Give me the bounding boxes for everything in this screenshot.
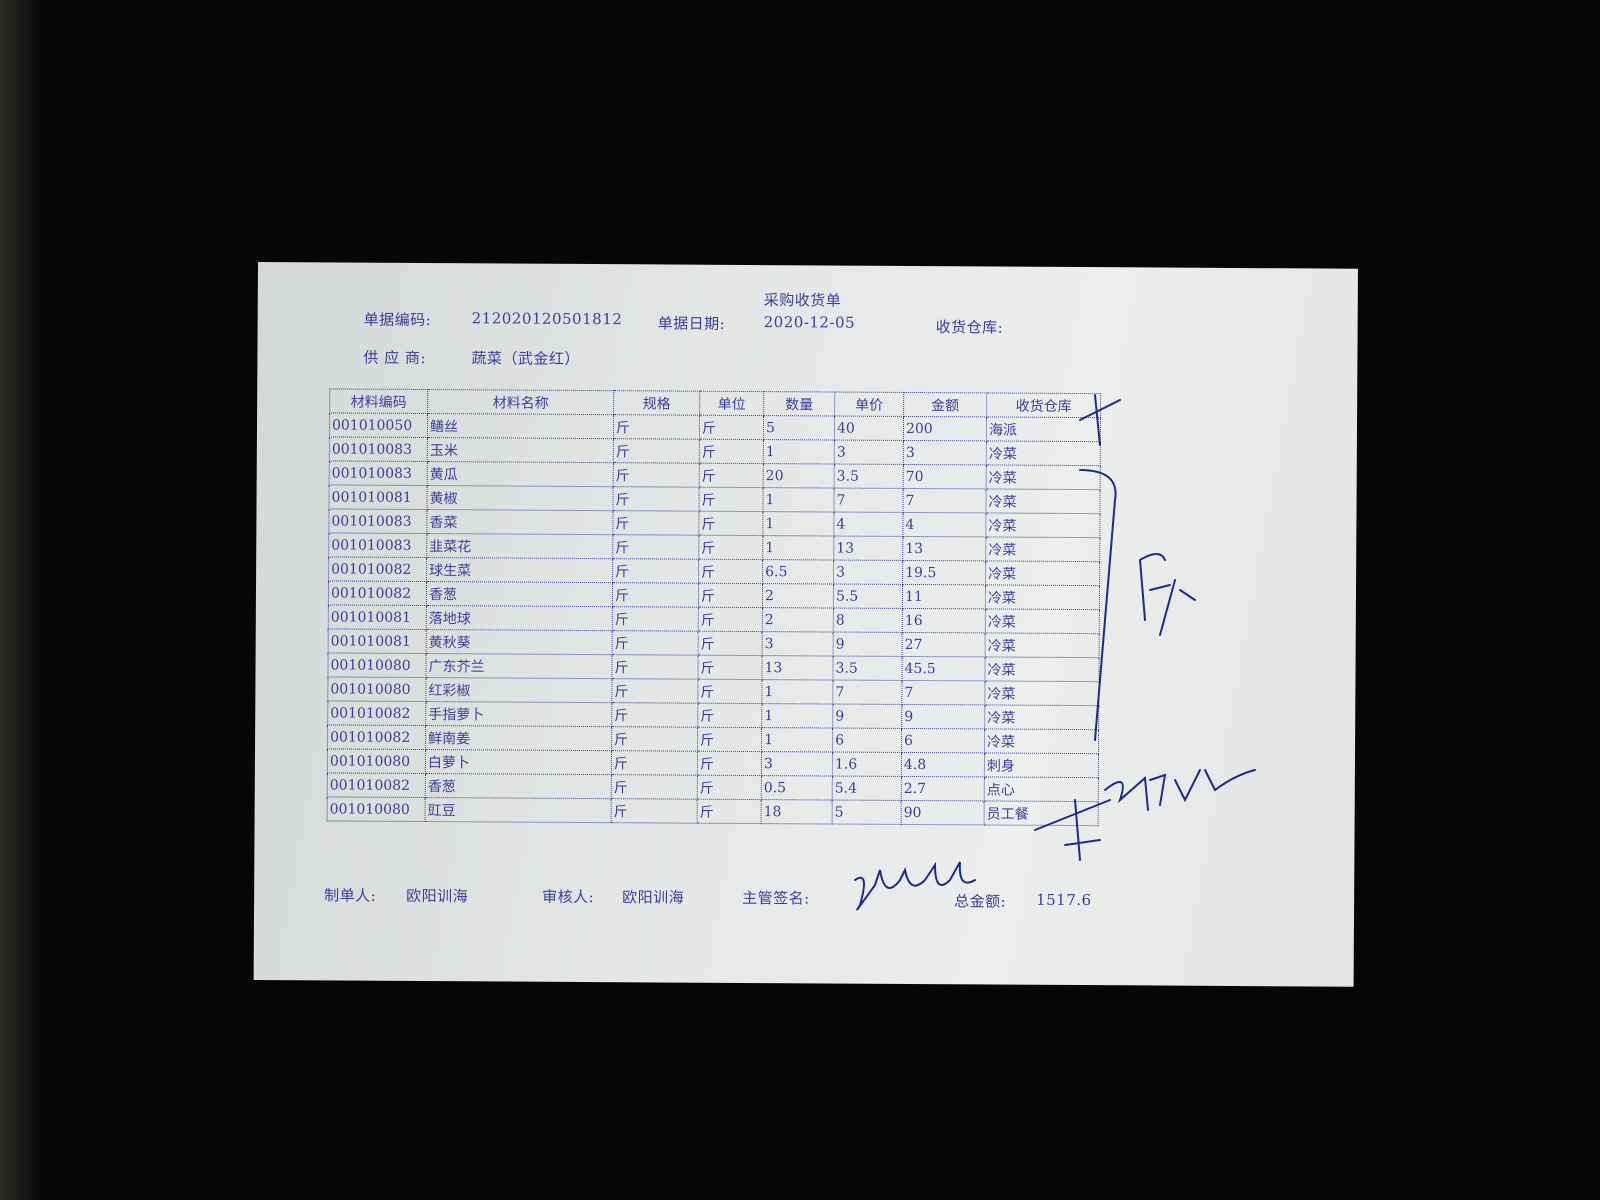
strike-mark [1034,799,1111,861]
initials-mark [1139,553,1196,636]
top-mark [1079,394,1121,446]
signature-right [1104,769,1256,811]
bracket-mark [1079,469,1117,741]
supervisor-signature [854,861,976,911]
background [0,0,40,1200]
